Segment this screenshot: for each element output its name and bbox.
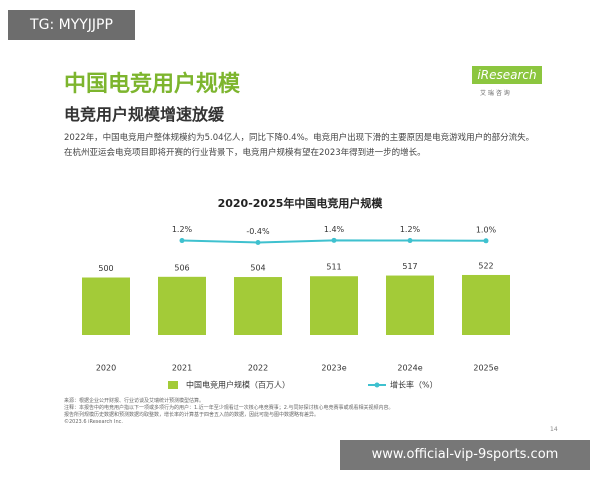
growth-point — [179, 238, 185, 244]
logo: iResearch — [472, 66, 542, 84]
bar — [234, 277, 282, 335]
bar — [386, 275, 434, 335]
note: 注释：本报告中的电竞用户指以下一项或多项行为的用户：1.近一年至少观看过一次核心… — [64, 405, 394, 411]
legend-swatch — [168, 381, 178, 389]
x-tick-label: 2025e — [473, 364, 498, 373]
watermark: www.official-vip-9sports.com — [340, 440, 590, 470]
note: 报告所列规模历史数据和预测数据均取整数，增长率的计算基于四舍五入前的数据，因此可… — [64, 412, 320, 418]
data-label: 517 — [402, 262, 417, 271]
page-number: 14 — [550, 426, 558, 433]
growth-point — [331, 237, 337, 243]
bar — [158, 276, 206, 335]
x-tick-label: 2023e — [321, 364, 346, 373]
x-tick-label: 2020 — [96, 364, 116, 373]
note: 来源：根据企业公开财报、行业访谈及艾瑞统计预测模型估算。 — [64, 398, 205, 404]
subtitle: 电竞用户规模增速放缓 — [64, 105, 225, 124]
copyright: ©2023.6 iResearch Inc. — [64, 419, 123, 425]
data-label: 506 — [174, 263, 189, 272]
chart-title: 2020-2025年中国电竞用户规模 — [218, 196, 384, 210]
logo-sub: 艾 瑞 咨 询 — [480, 90, 510, 97]
x-tick-label: 2021 — [172, 364, 192, 373]
paragraph: 2022年，中国电竞用户整体规模约为5.04亿人，同比下降0.4%。电竞用户出现… — [64, 133, 535, 158]
data-label: 1.2% — [172, 225, 193, 234]
footnotes: 来源：根据企业公开财报、行业访谈及艾瑞统计预测模型估算。 注释：本报告中的电竞用… — [64, 398, 544, 426]
data-label: 511 — [326, 263, 341, 272]
data-label: -0.4% — [246, 227, 270, 236]
data-label: 1.2% — [400, 225, 421, 234]
title: 中国电竞用户规模 — [64, 72, 241, 97]
tag: TG: MYYJJPP — [8, 10, 135, 40]
growth-point — [407, 238, 413, 244]
growth-point — [483, 238, 489, 244]
data-label: 522 — [478, 261, 493, 270]
x-tick-label: 2022 — [248, 364, 268, 373]
data-label: 1.0% — [476, 225, 497, 234]
legend-label: 增长率（%） — [390, 380, 438, 390]
data-label: 1.4% — [324, 225, 345, 234]
bar — [82, 277, 130, 335]
bar — [462, 274, 510, 335]
bar — [310, 276, 358, 335]
x-tick-label: 2024e — [397, 364, 422, 373]
growth-point — [255, 239, 261, 245]
data-label: 500 — [98, 264, 113, 273]
legend-swatch — [374, 382, 380, 388]
data-label: 504 — [250, 264, 265, 273]
legend-label: 中国电竞用户规模（百万人） — [186, 380, 290, 390]
